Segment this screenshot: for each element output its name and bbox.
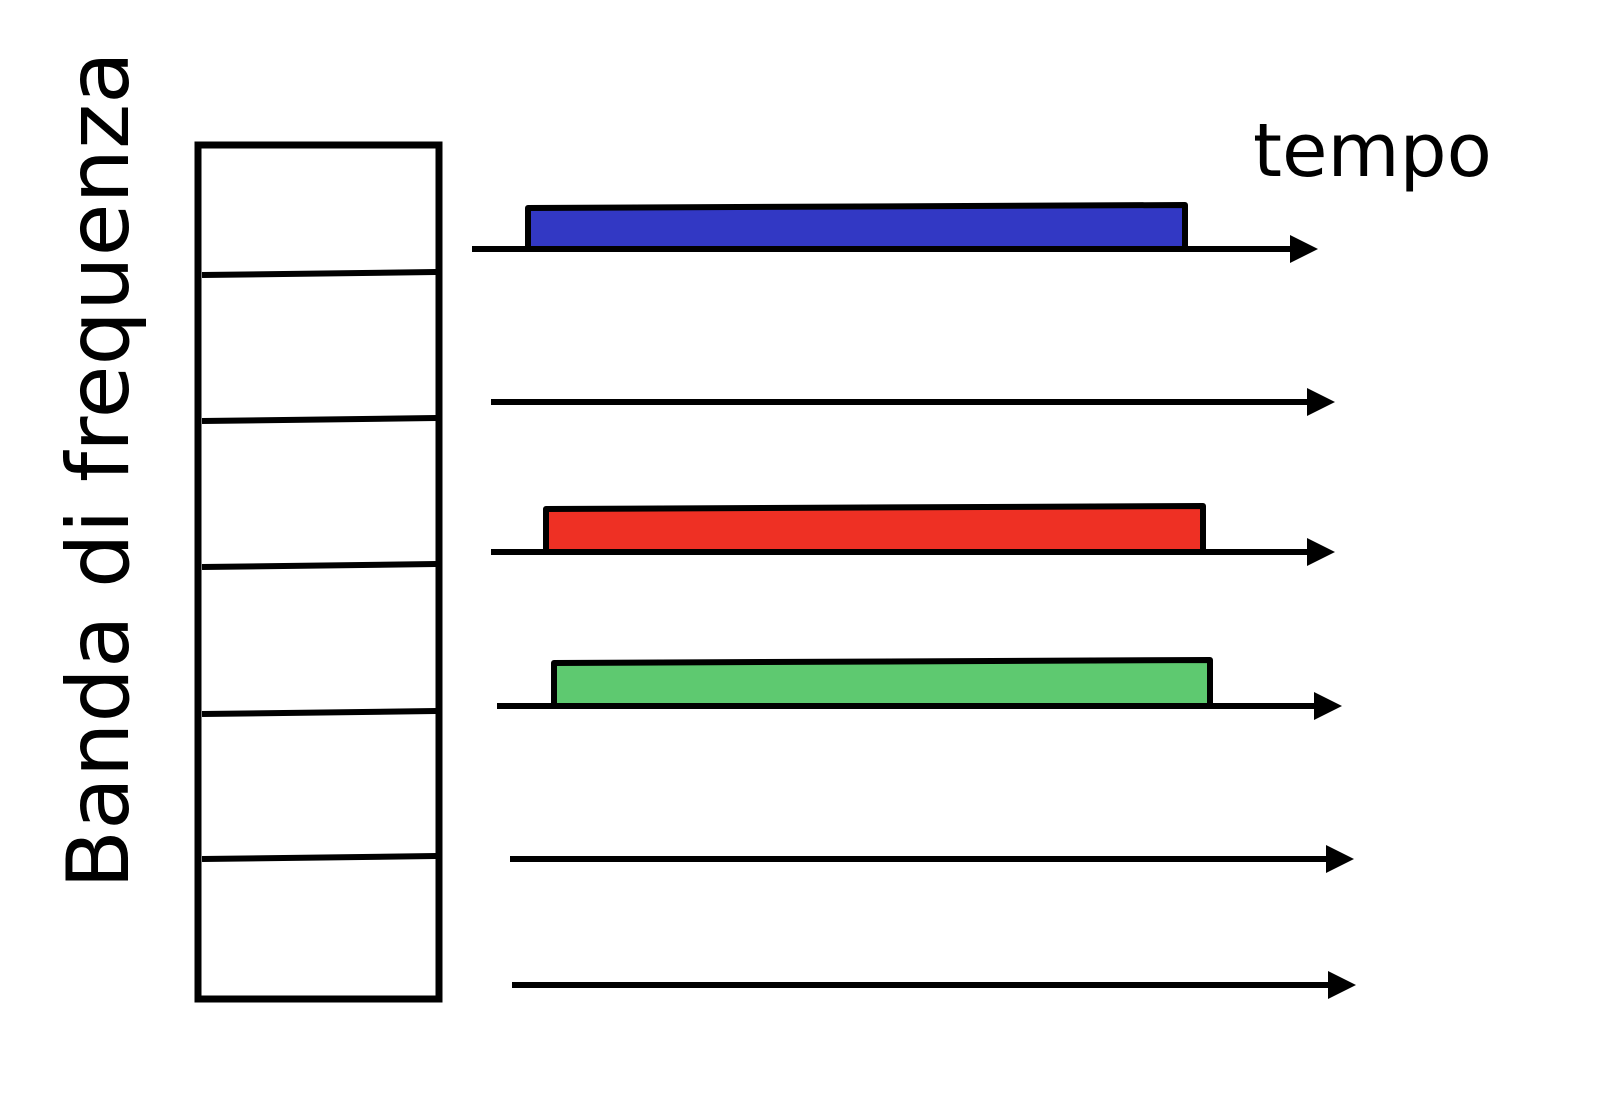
transmission-block [551,657,1213,709]
frequency-band-label: Banda di frequenza [49,51,149,889]
band-divider [201,853,437,862]
transmission-block [525,202,1188,252]
band-channels [472,202,1356,999]
frequency-band-box [194,141,443,1003]
transmission-block [543,503,1206,555]
channel-1 [472,202,1318,263]
band-divider [201,708,437,717]
arrowhead [1326,845,1354,873]
channel-2 [491,388,1335,416]
band-divider [201,561,437,570]
arrowhead [1328,971,1356,999]
channel-4 [497,657,1342,720]
channel-3 [491,503,1335,566]
band-dividers [201,269,437,862]
band-divider [201,415,437,424]
channel-5 [510,845,1354,873]
arrowhead [1307,538,1335,566]
arrowhead [1307,388,1335,416]
time-label: tempo [1253,108,1492,194]
arrowhead [1290,235,1318,263]
band-divider [201,269,437,278]
arrowhead [1314,692,1342,720]
channel-6 [512,971,1356,999]
